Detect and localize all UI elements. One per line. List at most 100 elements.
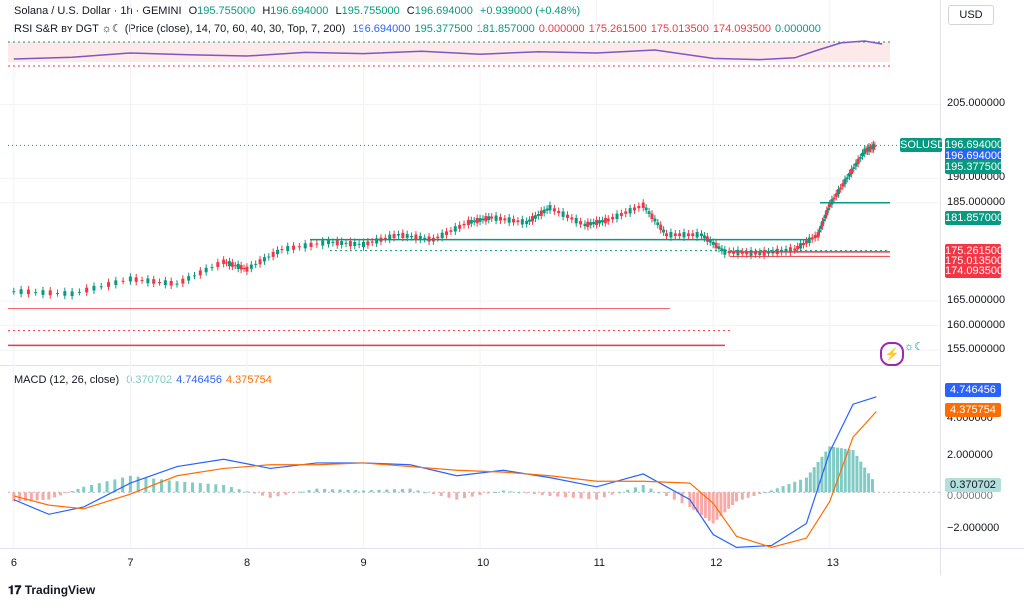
price-candle-body bbox=[628, 208, 632, 214]
macd-histogram-bar bbox=[23, 492, 27, 501]
price-candle-body bbox=[85, 287, 89, 293]
price-candle-body bbox=[146, 278, 150, 284]
price-candle-body bbox=[366, 241, 370, 246]
macd-histogram-bar bbox=[556, 492, 560, 497]
macd-tick-label: −2.000000 bbox=[947, 521, 1000, 534]
macd-histogram-bar bbox=[338, 489, 342, 493]
price-tag: 195.377500 bbox=[945, 159, 1004, 174]
price-candle-body bbox=[227, 261, 231, 267]
macd-histogram-bar bbox=[509, 491, 513, 493]
price-candle-body bbox=[487, 216, 491, 221]
macd-histogram-bar bbox=[719, 492, 723, 517]
macd-histogram-bar bbox=[626, 489, 630, 493]
price-candle-body bbox=[192, 275, 196, 277]
price-candle-body bbox=[19, 289, 23, 294]
price-candle-body bbox=[276, 249, 280, 255]
price-candle-body bbox=[34, 292, 38, 294]
price-candle-body bbox=[843, 178, 847, 185]
price-candle-body bbox=[816, 232, 820, 238]
price-candle-body bbox=[254, 263, 258, 265]
price-candle-body bbox=[280, 249, 284, 251]
macd-histogram-bar bbox=[97, 483, 101, 493]
price-candle-body bbox=[823, 214, 827, 218]
price-candle-body bbox=[225, 262, 229, 264]
price-tick-label: 165.000000 bbox=[947, 294, 1006, 307]
macd-histogram-bar bbox=[183, 481, 187, 493]
price-candle-body bbox=[832, 197, 836, 200]
macd-histogram-bar bbox=[723, 492, 727, 513]
macd-histogram-bar bbox=[855, 455, 859, 493]
price-candle-body bbox=[169, 280, 173, 286]
macd-histogram-bar bbox=[400, 488, 404, 493]
footer-brand[interactable]: 𝟏𝟕 TradingView bbox=[8, 583, 95, 598]
price-candle-body bbox=[401, 232, 405, 238]
macd-histogram-bar bbox=[501, 490, 505, 493]
price-candle-body bbox=[410, 235, 414, 238]
price-candle-body bbox=[239, 265, 243, 270]
price-tag: 196.694000 bbox=[945, 148, 1004, 163]
price-candle-body bbox=[659, 224, 663, 231]
price-candle-body bbox=[545, 208, 549, 211]
price-candle-body bbox=[134, 277, 138, 282]
macd-tag: 4.375754 bbox=[945, 402, 1001, 417]
macd-histogram-bar bbox=[222, 484, 226, 493]
macd-histogram-bar bbox=[740, 492, 744, 500]
macd-histogram-bar bbox=[330, 489, 334, 493]
price-candle-body bbox=[140, 280, 144, 282]
rsi-legend[interactable]: RSI S&R ʙʏ DGT ☼☾ (Price (close), 14, 70… bbox=[14, 22, 825, 35]
price-candle-body bbox=[542, 209, 546, 214]
price-candle-body bbox=[121, 280, 125, 282]
macd-histogram-bar bbox=[867, 473, 871, 493]
macd-legend-value: 4.375754 bbox=[226, 374, 272, 386]
replay-indicator-icon[interactable]: ⚡ bbox=[880, 342, 904, 366]
price-candle-body bbox=[533, 215, 537, 219]
macd-histogram-bar bbox=[859, 461, 863, 493]
macd-histogram-bar bbox=[816, 462, 820, 493]
price-candle-body bbox=[249, 264, 253, 269]
price-candle-body bbox=[375, 238, 379, 244]
high-label: H bbox=[262, 5, 271, 17]
price-candle-body bbox=[615, 213, 619, 220]
price-candle-body bbox=[175, 283, 179, 285]
macd-histogram-bar bbox=[253, 492, 257, 494]
price-candle-body bbox=[598, 220, 602, 224]
price-candle-body bbox=[606, 218, 610, 222]
currency-button[interactable]: USD bbox=[948, 5, 994, 25]
time-tick-label: 10 bbox=[477, 557, 490, 569]
macd-histogram-bar bbox=[532, 492, 536, 495]
price-candle-body bbox=[286, 246, 290, 252]
brand-text: TradingView bbox=[24, 583, 96, 597]
price-candle-body bbox=[711, 241, 715, 245]
macd-histogram-bar bbox=[229, 487, 233, 493]
price-candle-body bbox=[236, 263, 240, 269]
open-value: 195.755000 bbox=[197, 5, 256, 17]
macd-histogram-bar bbox=[703, 492, 707, 518]
price-candle-body bbox=[796, 245, 800, 250]
symbol-title: Solana / U.S. Dollar · 1h · GEMINI bbox=[14, 5, 182, 17]
price-candle-body bbox=[600, 220, 604, 223]
rsi-line bbox=[13, 40, 883, 61]
macd-histogram-bar bbox=[641, 484, 645, 493]
price-candle-body bbox=[856, 158, 860, 164]
price-candle-body bbox=[361, 241, 365, 248]
price-candle-body bbox=[708, 239, 712, 243]
macd-legend[interactable]: MACD (12, 26, close) 0.370702 4.746456 4.3… bbox=[14, 374, 276, 386]
price-tick-label: 190.000000 bbox=[947, 171, 1006, 184]
macd-histogram-bar bbox=[346, 489, 350, 493]
time-tick-label: 12 bbox=[710, 557, 723, 569]
price-candle-body bbox=[152, 279, 156, 284]
macd-histogram-bar bbox=[377, 489, 381, 493]
pane-divider[interactable] bbox=[0, 365, 940, 366]
price-candle-body bbox=[242, 268, 246, 270]
price-candle-body bbox=[494, 215, 498, 221]
low-label: L bbox=[335, 5, 342, 17]
price-candle-body bbox=[99, 286, 103, 288]
macd-histogram-bar bbox=[781, 486, 785, 493]
macd-histogram-bar bbox=[711, 492, 715, 524]
price-candle-body bbox=[516, 220, 520, 223]
close-label: C bbox=[406, 5, 415, 17]
price-candle-body bbox=[565, 214, 569, 218]
price-candle-body bbox=[292, 245, 296, 250]
macd-tag: 0.370702 bbox=[945, 478, 1001, 493]
